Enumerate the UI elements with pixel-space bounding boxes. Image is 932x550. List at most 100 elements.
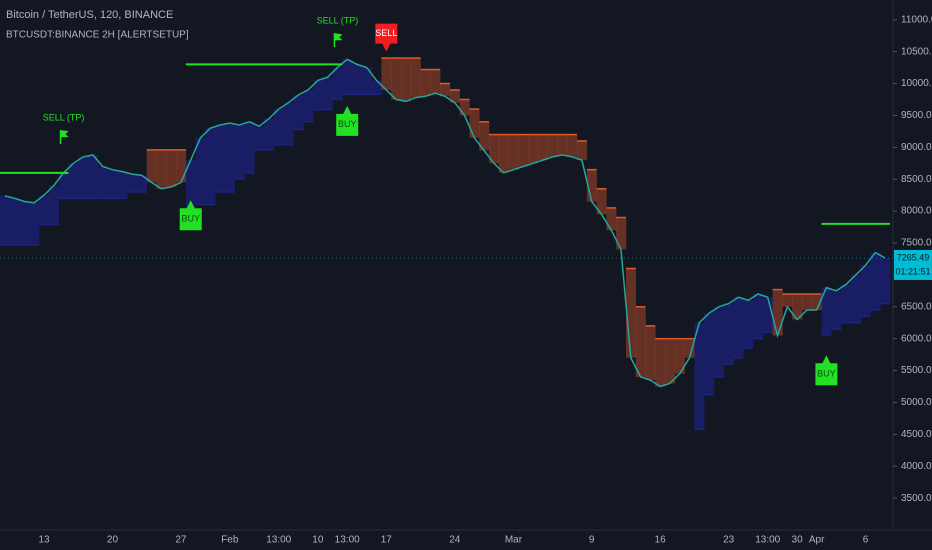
- trend-fill: [449, 89, 460, 103]
- trend-fill: [107, 169, 118, 199]
- x-tick-label: 16: [655, 535, 667, 546]
- trend-fill: [78, 156, 89, 199]
- y-tick-label: 10500.00: [901, 46, 932, 57]
- x-tick-label: 13: [38, 535, 50, 546]
- trend-fill: [88, 154, 99, 199]
- trend-fill: [498, 134, 509, 173]
- trend-fill: [557, 134, 568, 155]
- trend-fill: [821, 287, 832, 335]
- x-tick-label: 9: [589, 535, 595, 546]
- y-tick-label: 7500.00: [901, 238, 932, 249]
- x-tick-label: 27: [175, 535, 187, 546]
- trend-fill: [567, 134, 578, 157]
- trend-fill: [440, 83, 451, 97]
- trend-fill: [136, 175, 148, 192]
- x-tick-label: 24: [449, 535, 461, 546]
- trend-fill: [586, 169, 597, 202]
- trend-fill: [625, 268, 637, 358]
- trend-fill: [645, 325, 656, 381]
- x-tick-label: Feb: [221, 535, 239, 546]
- y-tick-label: 9000.00: [901, 142, 932, 153]
- countdown-label: 01:21:51: [895, 266, 930, 276]
- trend-fill: [410, 58, 421, 98]
- trend-fill: [312, 80, 324, 110]
- trend-fill: [176, 149, 187, 183]
- trend-fill: [195, 137, 206, 205]
- signal-label: SELL: [375, 28, 397, 38]
- signal-label: BUY: [817, 369, 836, 379]
- trend-fill: [753, 294, 764, 339]
- last-price-label: 7265.49: [897, 252, 930, 262]
- trend-fill: [254, 126, 265, 150]
- trend-fill: [577, 140, 588, 161]
- x-tick-label: 13:00: [335, 535, 360, 546]
- trend-fill: [782, 294, 793, 307]
- trend-fill: [459, 99, 470, 116]
- trend-fill: [332, 67, 343, 100]
- y-tick-label: 8000.00: [901, 206, 932, 217]
- trend-fill: [97, 166, 108, 199]
- buy-marker: [815, 355, 838, 386]
- trend-fill: [733, 297, 744, 358]
- buy-marker: [179, 200, 202, 231]
- trend-fill: [596, 188, 607, 215]
- trend-fill: [352, 64, 363, 95]
- trend-fill: [469, 109, 480, 138]
- trend-fill: [772, 289, 783, 336]
- y-tick-label: 5500.00: [901, 365, 932, 376]
- trend-fill: [283, 102, 294, 145]
- y-tick-label: 11000.00: [901, 14, 932, 25]
- x-tick-label: Apr: [809, 535, 825, 546]
- y-tick-label: 4000.00: [901, 461, 932, 472]
- trend-fill: [831, 290, 842, 330]
- y-tick-label: 3500.00: [901, 493, 932, 504]
- trend-fill: [713, 306, 725, 377]
- signal-label: SELL (TP): [317, 16, 359, 26]
- y-tick-label: 6500.00: [901, 301, 932, 312]
- trend-fill: [684, 338, 695, 358]
- trend-fill: [694, 322, 705, 430]
- trend-fill: [293, 95, 304, 130]
- trend-fill: [801, 294, 813, 310]
- y-tick-label: 6000.00: [901, 333, 932, 344]
- x-tick-label: Mar: [505, 535, 523, 546]
- trend-fill: [489, 134, 500, 164]
- trend-fill: [224, 123, 236, 192]
- x-tick-label: 30: [792, 535, 804, 546]
- trend-fill: [850, 274, 861, 323]
- trend-fill: [508, 134, 519, 170]
- trend-fill: [430, 69, 441, 94]
- trend-fill: [880, 257, 891, 304]
- trend-fill: [704, 313, 715, 395]
- trend-fill: [870, 252, 881, 310]
- trend-fill: [361, 67, 372, 95]
- y-tick-label: 5000.00: [901, 397, 932, 408]
- trend-fill: [674, 338, 685, 374]
- signal-label: BUY: [181, 214, 200, 224]
- flag: [334, 33, 343, 41]
- trend-fill: [792, 294, 803, 320]
- trend-fill: [655, 338, 666, 387]
- plot: [0, 57, 893, 430]
- y-tick-label: 4500.00: [901, 429, 932, 440]
- y-tick-label: 8500.00: [901, 174, 932, 185]
- trend-fill: [811, 294, 822, 310]
- trend-fill: [391, 58, 402, 100]
- trend-fill: [215, 125, 226, 192]
- indicator-title: BTCUSDT:BINANCE 2H [ALERTSETUP]: [6, 30, 189, 41]
- trend-fill: [635, 306, 646, 377]
- trend-fill: [9, 198, 20, 245]
- trend-fill: [29, 202, 40, 245]
- x-tick-label: 13:00: [755, 535, 780, 546]
- trend-fill: [117, 171, 128, 199]
- trend-fill: [371, 80, 382, 95]
- trend-fill: [723, 303, 734, 365]
- trend-fill: [606, 207, 617, 231]
- chart-title: Bitcoin / TetherUS, 120, BINANCE: [6, 9, 173, 21]
- trend-fill: [322, 77, 333, 110]
- trend-fill: [616, 217, 627, 250]
- trend-fill: [205, 128, 216, 205]
- buy-marker: [336, 105, 359, 136]
- trend-fill: [48, 185, 59, 225]
